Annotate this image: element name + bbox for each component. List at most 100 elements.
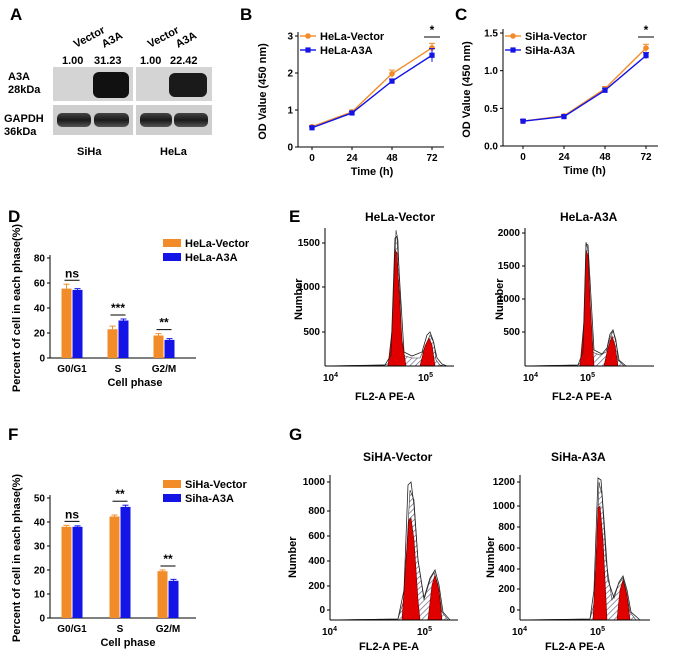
y-axis-label: Percent of cell in each phase(%) xyxy=(11,224,23,392)
cell-label-hela: HeLa xyxy=(160,146,188,158)
legend-marker xyxy=(305,33,311,39)
y-axis-label: OD Value (450 nm) xyxy=(257,43,269,140)
x-tick-label-1e4: 104 xyxy=(322,626,337,638)
x-tick-label-1e5: 105 xyxy=(580,372,595,384)
y-tick-label: 1200 xyxy=(493,477,516,488)
data-point xyxy=(389,78,395,84)
y-tick-label: 1.0 xyxy=(484,66,498,77)
panel-label-d: D xyxy=(8,207,20,226)
x-tick-base: 10 xyxy=(590,627,602,638)
x-tick-base: 10 xyxy=(523,373,535,384)
x-tick-label-1e4: 104 xyxy=(323,372,338,384)
x-axis-label: FL2-A PE-A xyxy=(552,391,612,403)
g1-peak xyxy=(387,249,407,367)
cell-label-siha: SiHa xyxy=(77,146,102,158)
significance-label: ** xyxy=(163,552,173,566)
x-tick-exp: 4 xyxy=(534,372,538,379)
histogram-hela-vector: 500 1000 1500 104 105 Number FL2-A PE-A xyxy=(293,228,454,403)
x-axis-label: Time (h) xyxy=(563,165,606,177)
y-tick-label: 500 xyxy=(303,327,320,338)
y-tick-label: 40 xyxy=(34,304,46,315)
panel-c-chart: C 0.0 0.5 1.0 1.5 0 24 48 72 Time (h) OD Value (45… xyxy=(455,5,658,177)
y-tick-label: 400 xyxy=(498,564,515,575)
x-tick-base: 10 xyxy=(417,627,429,638)
histogram-trace xyxy=(324,235,448,367)
bar-hela-a3a-g2m xyxy=(164,339,175,358)
x-tick-exp: 4 xyxy=(333,626,337,633)
y-tick-label: 1000 xyxy=(493,501,516,512)
y-axis-label: Number xyxy=(287,536,299,578)
y-tick-label: 600 xyxy=(308,531,325,542)
bar-hela-vector-s xyxy=(107,329,118,358)
y-axis-label: Percent of cell in each phase(%) xyxy=(11,474,23,642)
x-tick-base: 10 xyxy=(418,373,430,384)
x-tick-label: 48 xyxy=(386,153,398,164)
legend-marker xyxy=(510,47,516,53)
histogram-siha-a3a: 0 200 400 600 800 1000 1200 104 105 Numb… xyxy=(485,475,650,653)
g1-peak xyxy=(401,517,421,621)
bar-siha-a3a-s xyxy=(120,506,131,618)
y-tick-label: 30 xyxy=(34,542,46,553)
bar-hela-vector-g2m xyxy=(153,335,164,358)
significance-label: ns xyxy=(65,266,79,280)
legend-label: SiHa-Vector xyxy=(185,479,247,491)
y-tick-label: 10 xyxy=(34,590,46,601)
panel-g: G SiHA-Vector SiHa-A3A 0 200 400 600 800… xyxy=(287,425,650,653)
x-tick-label-1e5: 105 xyxy=(418,372,433,384)
series-line-siha-vector xyxy=(522,47,647,122)
x-tick-label: 24 xyxy=(346,153,358,164)
data-point xyxy=(643,53,649,59)
y-tick-label: 60 xyxy=(34,279,46,290)
significance-label: ** xyxy=(115,487,125,501)
panel-e: E HeLa-Vector HeLa-A3A 500 1000 1500 104… xyxy=(289,207,654,403)
y-tick-label: 2000 xyxy=(498,228,521,239)
x-tick-label: G2/M xyxy=(152,364,176,375)
band-hela-vector-gapdh xyxy=(140,113,172,127)
y-tick-label: 0 xyxy=(287,143,293,154)
x-tick-base: 10 xyxy=(580,373,592,384)
bar-hela-vector-g0g1 xyxy=(61,288,72,358)
x-tick-label: G0/G1 xyxy=(57,364,87,375)
bar-siha-vector-g0g1 xyxy=(61,526,72,618)
x-tick-exp: 5 xyxy=(429,372,433,379)
y-tick-label: 50 xyxy=(34,494,46,505)
x-tick-label: S xyxy=(115,364,122,375)
bar-siha-a3a-g0g1 xyxy=(72,526,83,618)
significance-marker: * xyxy=(430,23,435,37)
y-tick-label: 0 xyxy=(509,605,515,616)
legend-label: SiHa-Vector xyxy=(525,31,587,43)
y-tick-label: 1000 xyxy=(303,477,326,488)
y-tick-label: 40 xyxy=(34,518,46,529)
histogram-fit-area xyxy=(519,481,637,621)
row-label-gapdh: GAPDH xyxy=(4,113,44,125)
x-tick-label-1e4: 104 xyxy=(523,372,538,384)
x-axis-label: Cell phase xyxy=(107,377,162,389)
y-tick-label: 20 xyxy=(34,329,46,340)
legend-swatch xyxy=(163,239,181,247)
y-axis-label: Number xyxy=(485,536,497,578)
series-line-siha-a3a xyxy=(522,55,647,122)
y-tick-label: 0 xyxy=(39,614,45,625)
panel-label-e: E xyxy=(289,207,300,226)
x-tick-exp: 4 xyxy=(334,372,338,379)
x-tick-label: 24 xyxy=(558,152,570,163)
y-tick-label: 0 xyxy=(319,605,325,616)
bar-hela-a3a-g0g1 xyxy=(72,289,83,358)
x-axis-label: FL2-A PE-A xyxy=(355,391,415,403)
x-tick-exp: 5 xyxy=(591,372,595,379)
x-tick-base: 10 xyxy=(323,373,335,384)
x-tick-label-1e4: 104 xyxy=(512,626,527,638)
panel-label-f: F xyxy=(8,425,18,444)
x-tick-exp: 5 xyxy=(601,626,605,633)
y-tick-label: 1500 xyxy=(498,261,521,272)
y-tick-label: 1500 xyxy=(298,238,321,249)
bar-siha-a3a-g2m xyxy=(168,580,179,618)
quant-siha-a3a: 31.23 xyxy=(94,55,122,67)
panel-label-g: G xyxy=(289,425,302,444)
significance-label: *** xyxy=(111,301,125,315)
x-axis-label: FL2-A PE-A xyxy=(359,641,419,653)
panel-label-c: C xyxy=(455,5,467,24)
band-hela-a3a xyxy=(169,73,207,97)
panel-a: A Vector A3A Vector A3A 1.00 31.23 1.00 … xyxy=(4,5,212,158)
